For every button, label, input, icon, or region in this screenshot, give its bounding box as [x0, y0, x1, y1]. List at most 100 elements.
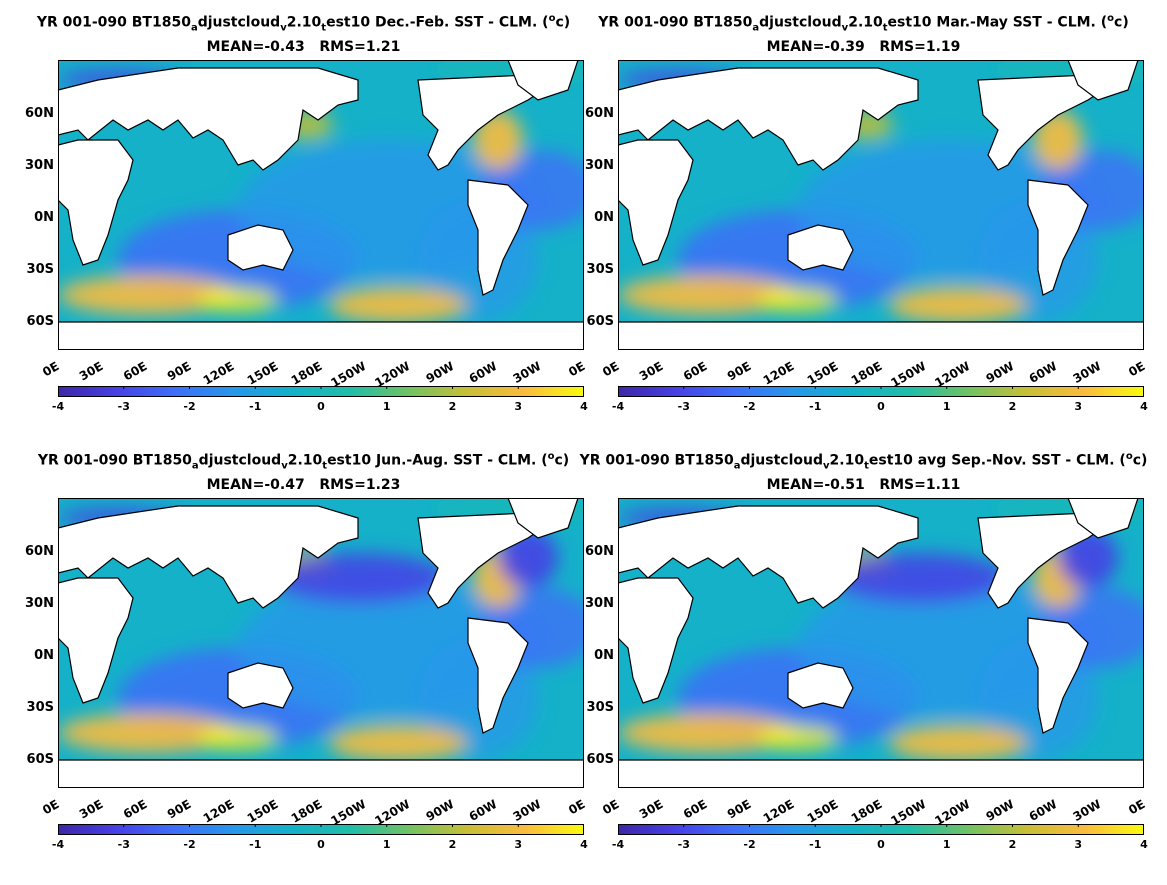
colorbar: [58, 386, 584, 397]
colorbar-tick-label: 3: [514, 400, 523, 413]
title-fragment: 2.10: [286, 14, 322, 31]
colorbar-tick-label: -3: [677, 838, 690, 851]
title-fragment: a: [733, 460, 741, 472]
lat-tick-label: 60S: [586, 752, 614, 767]
map-panel: YR 001-090 BT1850adjustcloudv2.10test10 …: [0, 448, 607, 885]
colorbar-tick-label: 1: [942, 838, 951, 851]
colorbar-tick-label: -3: [117, 400, 130, 413]
lat-tick-label: 60N: [25, 106, 54, 121]
lat-tick-label: 0N: [34, 648, 54, 663]
title-fragment: djustcloud: [197, 14, 281, 31]
lat-tick-label: 30S: [586, 262, 614, 277]
colorbar-tick-label: 4: [580, 838, 588, 851]
lat-tick-label: 60S: [26, 314, 54, 329]
colorbar-tick-label: -3: [117, 838, 130, 851]
title-fragment: djustcloud: [198, 452, 282, 469]
colorbar-tick-label: 0: [317, 838, 325, 851]
colorbar-tick-label: 2: [1008, 400, 1017, 413]
lat-tick-label: 30S: [26, 700, 54, 715]
colorbar: [58, 824, 584, 835]
lon-tick-label: 0E: [600, 796, 622, 818]
title-fragment: a: [191, 460, 199, 472]
panel-title: YR 001-090 BT1850adjustcloudv2.10test10 …: [560, 10, 1167, 37]
title-fragment: est10 Dec.-Feb. SST - CLM. (: [326, 14, 549, 31]
title-fragment: t: [882, 22, 888, 34]
title-fragment: o: [1125, 451, 1133, 462]
colorbar-tick-label: -1: [809, 838, 822, 851]
title-fragment: YR 001-090 BT1850: [598, 14, 753, 31]
title-fragment: est10 Jun.-Aug. SST - CLM. (: [327, 452, 548, 469]
lat-tick-label: 0N: [34, 210, 54, 225]
panel-stats: MEAN=-0.43 RMS=1.21: [206, 39, 401, 55]
title-fragment: YR 001-090 BT1850: [579, 452, 734, 469]
panel-title: YR 001-090 BT1850adjustcloudv2.10test10 …: [0, 10, 607, 37]
colorbar-tick-label: 3: [1074, 400, 1083, 413]
colorbar-tick-label: -4: [51, 838, 65, 851]
title-fragment: v: [841, 22, 849, 34]
sst-map: [58, 60, 584, 350]
title-fragment: o: [1107, 13, 1115, 24]
colorbar-tick-label: -4: [51, 400, 65, 413]
colorbar-tick-label: 2: [448, 400, 457, 413]
title-fragment: c): [1132, 452, 1148, 469]
title-fragment: 2.10: [829, 452, 865, 469]
colorbar-tick-label: -4: [611, 400, 625, 413]
title-fragment: 2.10: [287, 452, 323, 469]
colorbar-tick-label: -2: [743, 400, 756, 413]
lat-tick-label: 0N: [594, 648, 614, 663]
lat-tick-label: 60N: [585, 544, 614, 559]
title-fragment: a: [190, 22, 198, 34]
lat-tick-label: 30S: [586, 700, 614, 715]
lat-tick-label: 60S: [26, 752, 54, 767]
title-fragment: est10 Mar.-May SST - CLM. (: [887, 14, 1108, 31]
title-fragment: est10 avg Sep.-Nov. SST - CLM. (: [868, 452, 1126, 469]
title-fragment: v: [281, 460, 288, 472]
title-fragment: t: [864, 460, 869, 472]
title-fragment: v: [823, 460, 830, 472]
colorbar-tick-label: -2: [743, 838, 756, 851]
sst-map: [58, 498, 584, 788]
panel-title: YR 001-090 BT1850adjustcloudv2.10test10 …: [560, 448, 1167, 475]
colorbar-tick-label: 4: [580, 400, 588, 413]
colorbar-tick-label: 0: [317, 400, 325, 413]
colorbar: [618, 386, 1144, 397]
lat-tick-label: 0N: [594, 210, 614, 225]
title-fragment: c): [1114, 14, 1129, 31]
title-fragment: djustcloud: [740, 452, 823, 469]
colorbar-tick-label: 4: [1140, 400, 1148, 413]
title-fragment: c): [554, 452, 570, 469]
colorbar-tick-label: -3: [677, 400, 690, 413]
title-fragment: YR 001-090 BT1850: [36, 14, 191, 31]
lat-tick-label: 30N: [585, 158, 614, 173]
colorbar-tick-label: 1: [942, 400, 951, 413]
title-fragment: o: [547, 451, 555, 462]
lon-tick-label: 0E: [40, 796, 62, 818]
colorbar-tick-label: 2: [1008, 838, 1017, 851]
title-fragment: 2.10: [848, 14, 883, 31]
colorbar-tick-label: 0: [877, 400, 885, 413]
colorbar-tick-label: 1: [382, 400, 391, 413]
title-fragment: c): [555, 14, 571, 31]
colorbar-tick-label: -1: [809, 400, 822, 413]
colorbar-tick-label: 4: [1140, 838, 1148, 851]
title-fragment: t: [321, 22, 327, 34]
colorbar-tick-label: 2: [448, 838, 457, 851]
title-fragment: YR 001-090 BT1850: [37, 452, 192, 469]
lat-tick-label: 60N: [25, 544, 54, 559]
colorbar: [618, 824, 1144, 835]
lat-tick-label: 60S: [586, 314, 614, 329]
map-panel: YR 001-090 BT1850adjustcloudv2.10test10 …: [560, 448, 1167, 885]
panel-stats: MEAN=-0.51 RMS=1.11: [766, 477, 961, 493]
lat-tick-label: 60N: [585, 106, 614, 121]
sst-map: [618, 60, 1144, 350]
sst-map: [618, 498, 1144, 788]
colorbar-tick-label: -2: [183, 838, 196, 851]
colorbar-tick-label: 1: [382, 838, 391, 851]
panel-stats: MEAN=-0.47 RMS=1.23: [206, 477, 401, 493]
title-fragment: djustcloud: [759, 14, 842, 31]
map-panel: YR 001-090 BT1850adjustcloudv2.10test10 …: [0, 10, 607, 447]
lat-tick-label: 30N: [25, 158, 54, 173]
title-fragment: t: [322, 460, 328, 472]
lat-tick-label: 30S: [26, 262, 54, 277]
colorbar-tick-label: -2: [183, 400, 196, 413]
